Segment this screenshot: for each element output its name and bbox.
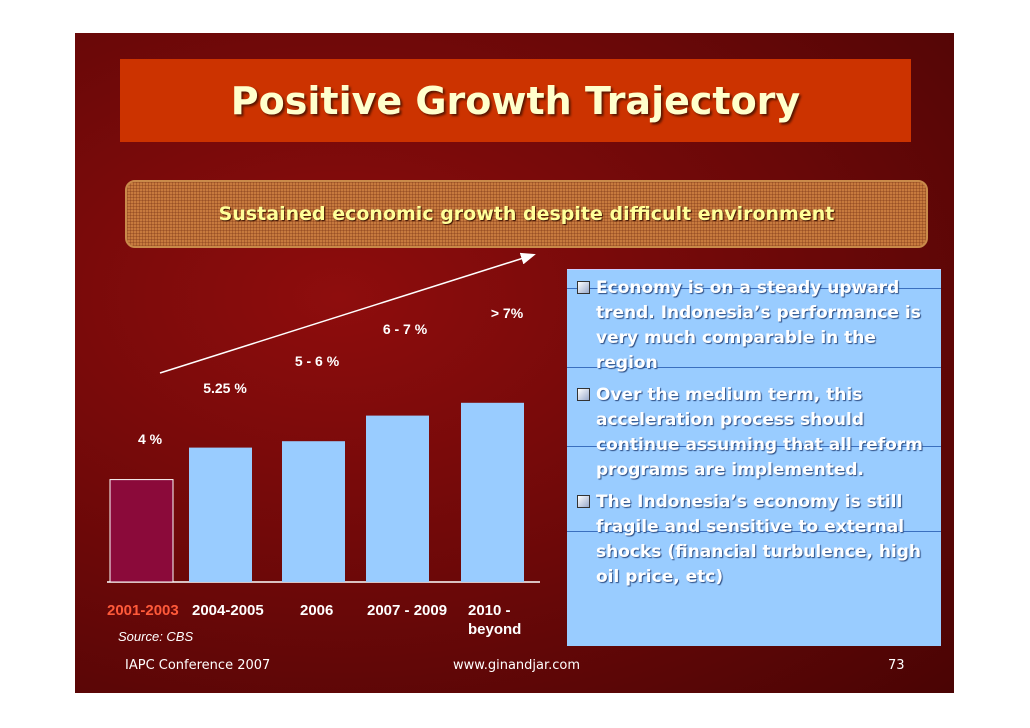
panel-line bbox=[567, 446, 941, 447]
bar-0 bbox=[109, 479, 174, 583]
bar-3 bbox=[366, 415, 429, 582]
bullet-text: Over the medium term, this acceleration … bbox=[596, 385, 923, 480]
data-label: 5 - 6 % bbox=[295, 353, 340, 369]
category-label: 2010 -beyond bbox=[468, 602, 521, 638]
checkbox-bullet-icon bbox=[577, 495, 590, 508]
bullet-item: Over the medium term, this acceleration … bbox=[573, 383, 935, 483]
data-label: 5.25 % bbox=[203, 380, 247, 396]
category-label: 2006 bbox=[300, 602, 333, 619]
checkbox-bullet-icon bbox=[577, 388, 590, 401]
bullet-item: The Indonesia’s economy is still fragile… bbox=[573, 490, 935, 590]
category-label: 2007 - 2009 bbox=[367, 602, 447, 619]
title-bar: Positive Growth Trajectory bbox=[120, 59, 911, 142]
slide-subtitle: Sustained economic growth despite diffic… bbox=[218, 203, 835, 225]
trend-arrow-icon bbox=[159, 252, 536, 374]
slide-title: Positive Growth Trajectory bbox=[230, 78, 801, 123]
checkbox-bullet-icon bbox=[577, 281, 590, 294]
panel-line bbox=[567, 288, 941, 289]
bar-2 bbox=[282, 441, 345, 582]
data-label: 4 % bbox=[138, 431, 163, 447]
bar-4 bbox=[461, 402, 524, 582]
bullet-text: Economy is on a steady upward trend. Ind… bbox=[596, 278, 921, 373]
bullet-list: Economy is on a steady upward trend. Ind… bbox=[573, 276, 935, 597]
category-label: 2004-2005 bbox=[192, 602, 264, 619]
bar-1 bbox=[189, 447, 252, 582]
bullet-item: Economy is on a steady upward trend. Ind… bbox=[573, 276, 935, 376]
data-label: > 7% bbox=[491, 305, 524, 321]
panel-line bbox=[567, 531, 941, 532]
data-label: 6 - 7 % bbox=[383, 321, 428, 337]
growth-bar-chart: 4 % 5.25 % 5 - 6 % 6 - 7 % > 7% 2001-2003 2004… bbox=[107, 252, 540, 638]
footer-conference: IAPC Conference 2007 bbox=[125, 658, 271, 673]
panel-line bbox=[567, 367, 941, 368]
slide: Positive Growth Trajectory Sustained eco… bbox=[75, 33, 954, 693]
footer-website[interactable]: www.ginandjar.com bbox=[453, 658, 581, 673]
category-label: 2001-2003 bbox=[107, 602, 179, 619]
source-note: Source: CBS bbox=[118, 629, 194, 644]
bullet-panel: Economy is on a steady upward trend. Ind… bbox=[567, 269, 941, 646]
subtitle-box: Sustained economic growth despite diffic… bbox=[125, 180, 928, 248]
bullet-text: The Indonesia’s economy is still fragile… bbox=[596, 492, 922, 587]
footer-page-number: 73 bbox=[888, 658, 905, 673]
